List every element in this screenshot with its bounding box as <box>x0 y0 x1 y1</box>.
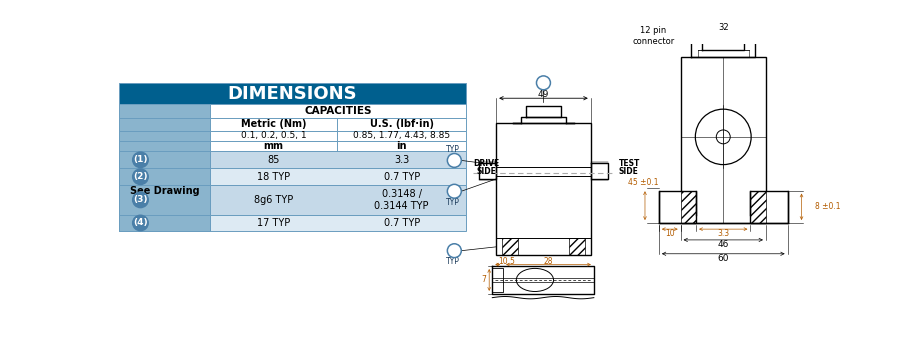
Text: 10.5: 10.5 <box>498 257 515 266</box>
Text: 46: 46 <box>718 240 729 249</box>
Text: 49: 49 <box>538 90 550 99</box>
Bar <box>210 151 466 168</box>
Bar <box>119 105 210 118</box>
Bar <box>119 131 210 141</box>
Text: (4): (4) <box>133 219 148 228</box>
Bar <box>210 118 337 131</box>
Bar <box>337 131 466 141</box>
Text: 8 ±0.1: 8 ±0.1 <box>815 202 841 211</box>
Circle shape <box>537 76 550 90</box>
Text: 7: 7 <box>482 276 486 285</box>
Text: 3.3: 3.3 <box>717 229 730 238</box>
Text: 4: 4 <box>451 186 458 196</box>
Text: mm: mm <box>264 141 284 151</box>
Circle shape <box>132 151 149 168</box>
Circle shape <box>132 191 149 208</box>
Text: SIDE: SIDE <box>618 167 639 176</box>
Text: 0.85, 1.77, 4.43, 8.85: 0.85, 1.77, 4.43, 8.85 <box>353 131 450 140</box>
Bar <box>210 131 337 141</box>
Text: (2): (2) <box>133 172 148 181</box>
Text: 0.7 TYP: 0.7 TYP <box>383 172 420 182</box>
Text: TEST: TEST <box>618 159 640 168</box>
Text: 17 TYP: 17 TYP <box>257 218 290 228</box>
Bar <box>119 151 210 168</box>
Text: 8g6 TYP: 8g6 TYP <box>255 195 293 205</box>
Text: TYP: TYP <box>446 257 460 266</box>
Bar <box>119 168 210 185</box>
Bar <box>659 191 696 223</box>
Text: 10: 10 <box>665 229 675 238</box>
Bar <box>337 141 466 151</box>
Text: TYP: TYP <box>446 145 460 154</box>
Bar <box>119 185 210 215</box>
Bar <box>337 118 466 131</box>
Bar <box>751 191 766 223</box>
Text: (3): (3) <box>133 195 148 204</box>
Text: DIMENSIONS: DIMENSIONS <box>228 85 357 103</box>
Text: 12 pin
connector: 12 pin connector <box>632 26 675 46</box>
Bar <box>681 57 766 223</box>
Text: 28: 28 <box>544 257 553 266</box>
Text: 45 ±0.1: 45 ±0.1 <box>629 179 659 187</box>
Text: 3: 3 <box>451 155 458 166</box>
Bar <box>210 168 466 185</box>
Text: 3.3: 3.3 <box>394 155 409 165</box>
Text: in: in <box>396 141 407 151</box>
Text: See Drawing: See Drawing <box>130 186 199 196</box>
Text: 0.1, 0.2, 0.5, 1: 0.1, 0.2, 0.5, 1 <box>241 131 307 140</box>
Bar <box>496 123 591 255</box>
Bar <box>119 118 210 131</box>
Bar <box>119 83 466 105</box>
Bar <box>119 215 210 232</box>
Text: CAPACITIES: CAPACITIES <box>304 106 372 116</box>
Text: 0.3148 /
0.3144 TYP: 0.3148 / 0.3144 TYP <box>374 189 429 211</box>
Text: 60: 60 <box>718 254 729 263</box>
Text: 0.7 TYP: 0.7 TYP <box>383 218 420 228</box>
Bar <box>210 105 466 118</box>
Bar <box>681 191 696 223</box>
Bar <box>119 151 210 232</box>
Text: 1: 1 <box>540 78 547 88</box>
Text: 18 TYP: 18 TYP <box>257 172 290 182</box>
Bar <box>119 141 210 151</box>
Bar <box>503 238 518 255</box>
Circle shape <box>448 244 461 258</box>
Text: Metric (Nm): Metric (Nm) <box>241 119 307 130</box>
Text: DRIVE: DRIVE <box>474 159 500 168</box>
Text: TYP: TYP <box>446 197 460 207</box>
Bar <box>210 185 466 215</box>
Circle shape <box>132 168 149 185</box>
Circle shape <box>448 154 461 167</box>
Bar <box>210 215 466 232</box>
Text: SIDE: SIDE <box>477 167 497 176</box>
Text: 32: 32 <box>718 23 729 32</box>
Bar <box>569 238 584 255</box>
Circle shape <box>448 184 461 198</box>
Text: (1): (1) <box>133 155 148 164</box>
Bar <box>751 191 788 223</box>
Circle shape <box>132 215 149 232</box>
Text: 85: 85 <box>267 155 280 165</box>
Bar <box>210 141 337 151</box>
Text: 2: 2 <box>451 246 458 256</box>
Text: U.S. (lbf·in): U.S. (lbf·in) <box>369 119 434 130</box>
